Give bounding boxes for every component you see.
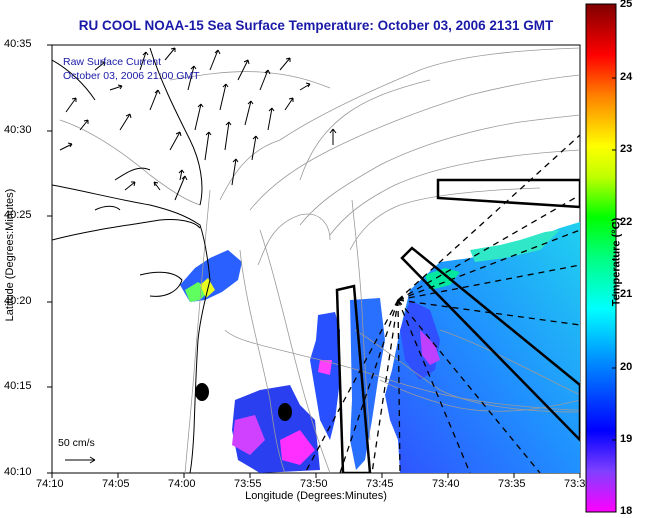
colorbar-tick: 19	[620, 433, 633, 445]
overlay-legend: Raw Surface Current October 03, 2006 21:…	[63, 55, 200, 83]
colorbar-ticks	[612, 77, 616, 441]
colorbar-tick: 24	[620, 71, 633, 83]
bathymetry-contours	[59, 47, 580, 473]
scale-arrow	[65, 456, 96, 464]
axis-ticks	[47, 44, 581, 478]
scale-arrow-label: 50 cm/s	[58, 437, 95, 449]
ytick: 40:15	[4, 380, 32, 392]
colorbar-tick: 18	[620, 505, 633, 517]
xtick: 73:50	[300, 478, 328, 490]
colorbar	[585, 3, 617, 513]
overlay-line-1: Raw Surface Current	[63, 56, 162, 68]
xtick: 73:3	[564, 478, 586, 490]
colorbar-tick: 25	[620, 0, 633, 10]
ytick: 40:35	[4, 38, 32, 50]
radar-dashed-lines	[304, 134, 580, 473]
colorbar-tick: 23	[620, 143, 633, 155]
xtick: 73:35	[498, 478, 526, 490]
station-marker-2	[278, 403, 292, 421]
colorbar-title: Temperature (°C)	[610, 217, 623, 307]
surface-current-vectors	[59, 47, 337, 201]
ytick: 40:20	[4, 295, 32, 307]
station-marker-1	[195, 383, 209, 401]
xtick: 73:55	[234, 478, 262, 490]
ytick: 40:10	[4, 466, 32, 478]
survey-boxes	[335, 178, 580, 473]
xtick: 74:00	[168, 478, 196, 490]
ytick: 40:30	[4, 124, 32, 136]
xtick: 73:45	[366, 478, 394, 490]
colorbar-tick: 22	[620, 216, 633, 228]
xtick: 74:05	[102, 478, 130, 490]
map-title: RU COOL NOAA-15 Sea Surface Temperature:…	[78, 18, 554, 33]
xtick: 74:10	[36, 478, 64, 490]
ytick: 40:25	[4, 209, 32, 221]
overlay-line-2: October 03, 2006 21:00 GMT	[63, 70, 200, 82]
coastline	[52, 47, 211, 473]
x-axis-label: Longitude (Degrees:Minutes)	[245, 490, 387, 502]
colorbar-tick: 20	[620, 361, 633, 373]
colorbar-tick: 21	[620, 288, 633, 300]
y-axis-label: Latitude (Degrees:Minutes)	[4, 188, 16, 322]
xtick: 73:40	[432, 478, 460, 490]
